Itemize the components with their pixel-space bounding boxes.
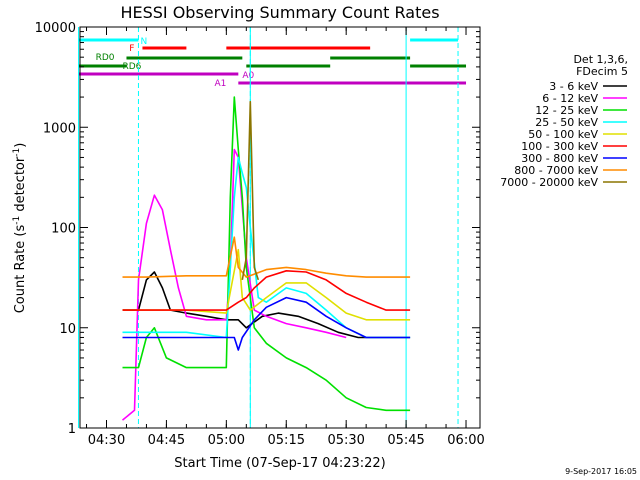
y-tick-label-0: 1 (68, 422, 76, 437)
legend-label-4: 50 - 100 keV (528, 128, 598, 141)
flag-label-a1: A1 (214, 79, 226, 89)
axes: 04:30 04:45 05:00 05:15 05:30 05:45 06:00 1 10 10… (35, 21, 485, 448)
timestamp-label: 9-Sep-2017 16:05 (565, 467, 637, 476)
legend-label-0: 3 - 6 keV (549, 80, 598, 93)
x-tick-label-0: 04:30 (88, 433, 125, 448)
series-line-2 (122, 96, 411, 412)
flag-bars: NF RD0 RD6 A1 A0 (78, 37, 467, 89)
legend-label-7: 800 - 7000 keV (514, 164, 598, 177)
series-line-6 (122, 296, 411, 351)
series-line-0 (122, 271, 411, 339)
y-tick-label-1: 10 (59, 322, 76, 337)
flag-label-rd0: RD0 (96, 53, 115, 63)
x-tick-label-1: 04:45 (148, 433, 185, 448)
legend-label-2: 12 - 25 keV (535, 104, 598, 117)
series-lines (121, 96, 411, 421)
chart-title: HESSI Observing Summary Count Rates (120, 3, 439, 22)
series-line-8 (241, 100, 260, 281)
legend-label-5: 100 - 300 keV (521, 140, 598, 153)
flag-label-a0: A0 (242, 71, 254, 81)
legend-label-8: 7000 - 20000 keV (500, 176, 598, 189)
x-axis-label: Start Time (07-Sep-17 04:23:22) (174, 456, 385, 471)
flag-label-rd6: RD6 (122, 62, 141, 72)
y-tick-label-4: 10000 (35, 21, 76, 36)
legend-label-6: 300 - 800 keV (521, 152, 598, 165)
plot-frame (79, 26, 481, 429)
x-tick-label-4: 05:30 (327, 433, 364, 448)
series-line-5 (122, 269, 411, 311)
legend-label-3: 25 - 50 keV (535, 116, 598, 129)
series-line-7 (122, 236, 411, 278)
x-tick-label-5: 05:45 (387, 433, 424, 448)
series-line-4 (122, 248, 411, 321)
x-tick-label-3: 05:15 (268, 433, 305, 448)
y-tick-label-2: 100 (51, 222, 76, 237)
legend-header-0: Det 1,3,6, (573, 53, 628, 66)
x-tick-label-6: 06:00 (447, 433, 484, 448)
legend-header-1: FDecim 5 (576, 65, 628, 78)
flag-label-n: N (140, 37, 147, 47)
flag-label-f: F (129, 44, 134, 54)
x-tick-label-2: 05:00 (208, 433, 245, 448)
y-axis-label: Count Rate (s-1 detector-1) (12, 143, 28, 314)
y-tick-label-3: 1000 (43, 121, 76, 136)
legend-label-1: 6 - 12 keV (542, 92, 598, 105)
